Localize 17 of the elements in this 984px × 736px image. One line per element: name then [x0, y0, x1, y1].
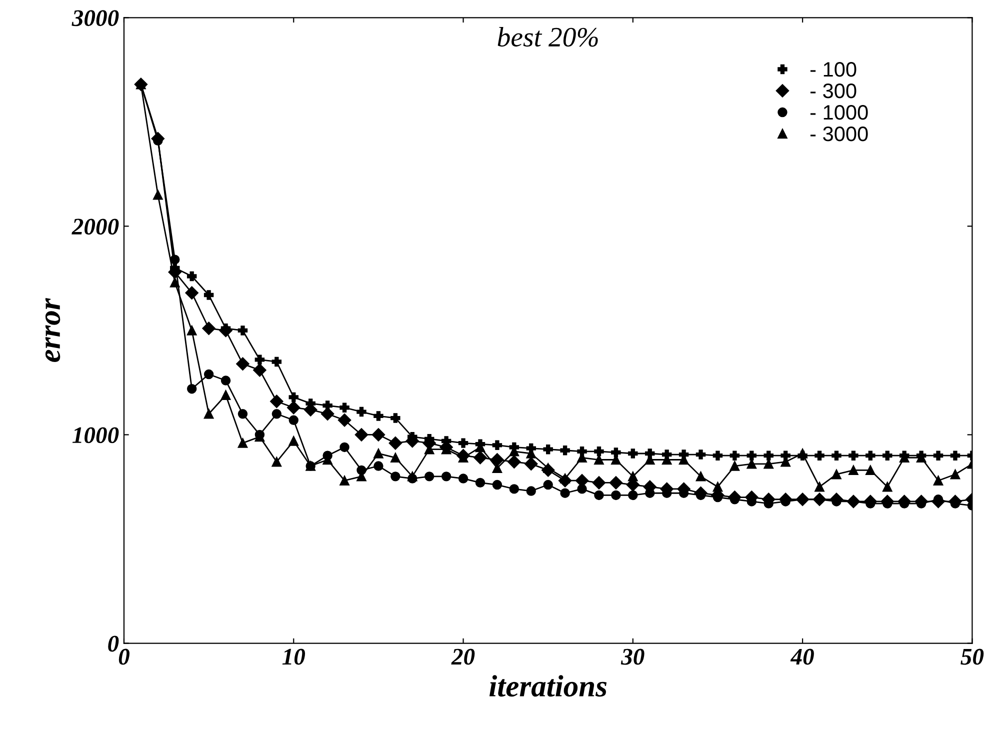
x-tick-label: 40: [790, 648, 814, 665]
x-axis-title: iterations: [489, 675, 607, 697]
x-tick-label: 20: [451, 648, 475, 665]
x-tick-label: 50: [960, 648, 984, 665]
y-tick-label: 3000: [72, 10, 119, 26]
x-tick-label: 10: [282, 648, 306, 665]
y-tick-label: 2000: [72, 218, 119, 235]
y-tick-label: 1000: [72, 427, 119, 444]
y-axis-title: error: [45, 298, 60, 362]
legend-label: - 300: [810, 83, 856, 98]
legend-label: - 3000: [810, 126, 868, 142]
y-tick-label: 0: [108, 636, 119, 652]
legend-label: - 100: [810, 62, 856, 77]
x-tick-label: 30: [620, 648, 644, 665]
legend-label: - 1000: [810, 104, 868, 120]
x-tick-label: 0: [118, 648, 130, 665]
chart-title: best 20%: [498, 27, 598, 47]
